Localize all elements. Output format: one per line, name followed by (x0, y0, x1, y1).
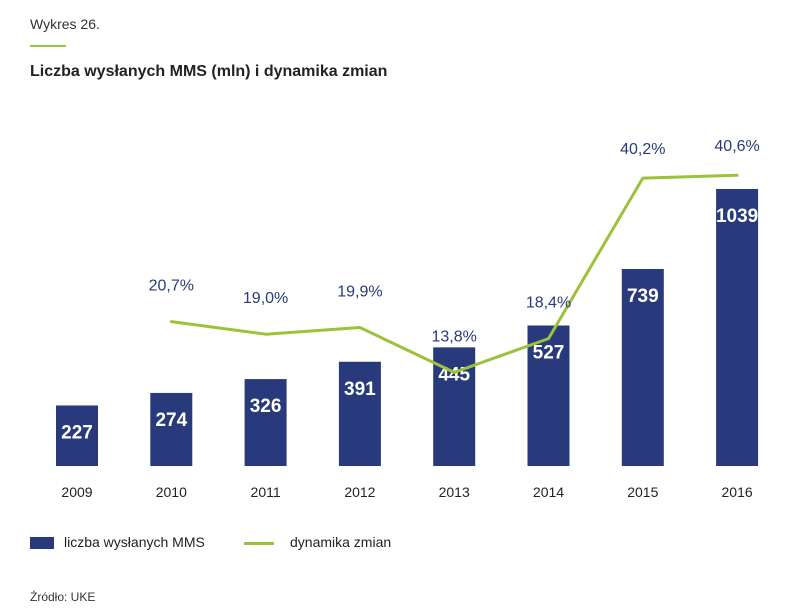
bar-value-label: 527 (533, 343, 565, 364)
legend-swatch-bar (30, 537, 54, 549)
x-tick-label: 2015 (627, 484, 658, 500)
x-tick-label: 2011 (251, 484, 281, 500)
source-note: Źródło: UKE (30, 590, 96, 604)
bar-2009 (56, 405, 98, 466)
bar-2012 (338, 361, 381, 466)
bar-value-label: 274 (155, 410, 187, 431)
growth-point-label: 40,2% (620, 141, 665, 158)
bar-value-label: 739 (627, 286, 659, 307)
bar-2010 (150, 392, 193, 466)
growth-line (169, 173, 739, 374)
growth-point-label: 19,0% (243, 290, 288, 307)
legend-swatch-line (244, 542, 274, 545)
accent-rule (30, 45, 66, 47)
x-tick-label: 2013 (439, 484, 470, 500)
legend-label-line: dynamika zmian (290, 534, 392, 550)
growth-point-label: 13,8% (432, 328, 477, 345)
x-tick-label: 2010 (156, 484, 187, 500)
bar-2015 (621, 268, 664, 466)
chart-number: Wykres 26. (30, 16, 100, 32)
bar-value-label: 1039 (716, 206, 758, 227)
growth-point-label: 18,4% (526, 295, 571, 312)
x-tick-label: 2014 (533, 484, 564, 500)
x-tick-label: 2016 (722, 484, 753, 500)
bar-value-label: 391 (344, 379, 376, 400)
chart-title: Liczba wysłanych MMS (mln) i dynamika zm… (30, 63, 388, 80)
bar-2011 (244, 379, 287, 466)
bar-2016 (716, 189, 759, 466)
bar-2014 (527, 325, 570, 466)
bar-value-label: 326 (250, 396, 282, 417)
growth-point-label: 19,9% (337, 284, 382, 301)
bar-value-label: 227 (61, 422, 93, 443)
growth-point-label: 40,6% (714, 138, 759, 155)
growth-point-label: 20,7% (149, 278, 194, 295)
x-tick-label: 2012 (344, 484, 375, 500)
legend-label-bars: liczba wysłanych MMS (64, 534, 205, 550)
x-tick-label: 2009 (61, 484, 92, 500)
